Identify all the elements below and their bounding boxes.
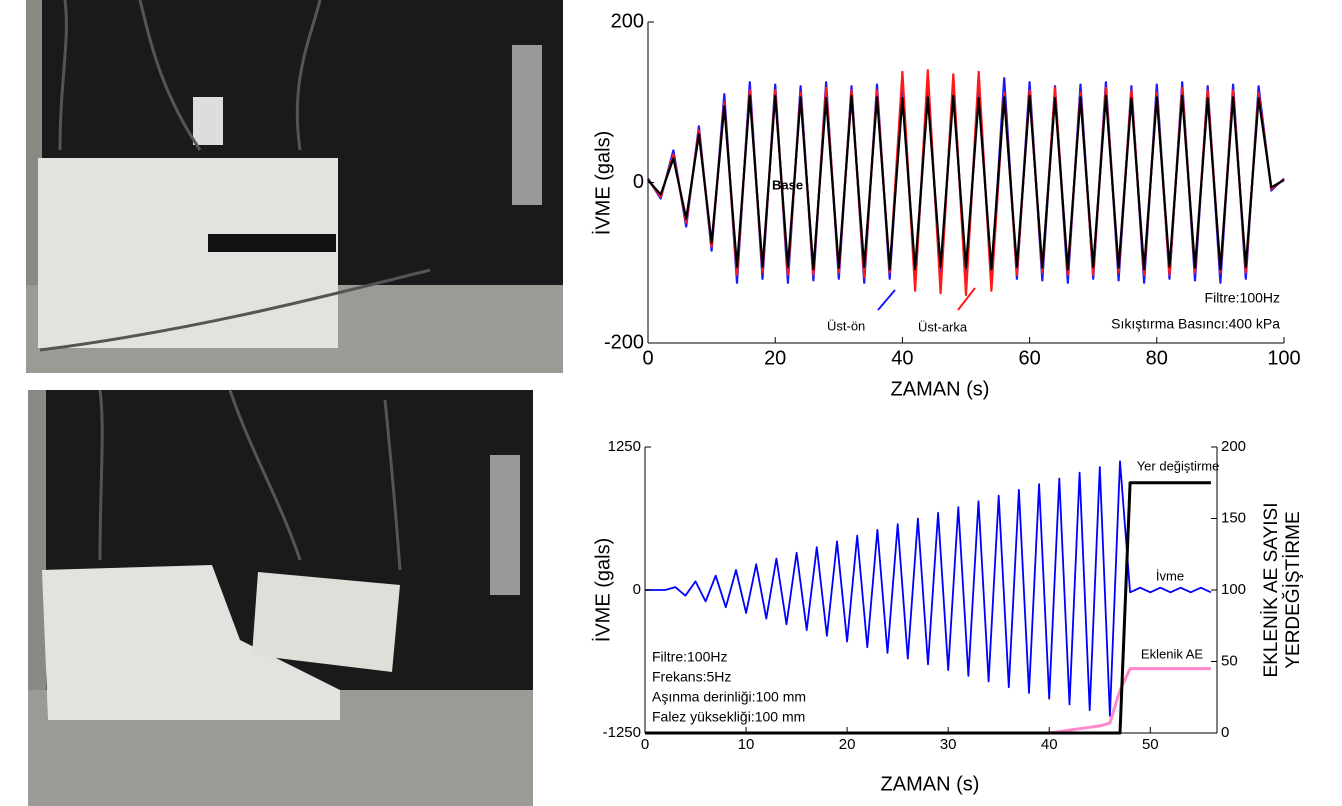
y2-tick-label: 0 — [1221, 724, 1229, 741]
photo-after — [28, 389, 533, 806]
x-tick-label: 0 — [641, 736, 649, 753]
annotation: Aşınma derinliği:100 mm — [652, 689, 806, 705]
chart: İvme Eklenik AE Yer değiştirme 0 10 20 30 40 50 -… — [591, 438, 1304, 795]
y2-tick-label: 100 — [1221, 581, 1246, 598]
series-label: Eklenik AE — [1141, 646, 1203, 661]
x-tick-label: 0 — [642, 347, 653, 369]
y-axis-label: İVME (gals) — [591, 131, 614, 235]
x-axis-label: ZAMAN (s) — [881, 773, 980, 795]
x-tick-label: 100 — [1267, 347, 1300, 369]
annotation: Frekans:5Hz — [652, 669, 731, 685]
y2-axis-label: YERDEĞİŞTİRME — [1282, 511, 1304, 668]
x-tick-label: 40 — [891, 347, 913, 369]
series-label: Üst-arka — [918, 319, 968, 334]
y-tick-label: -200 — [604, 331, 644, 353]
y-tick-label: 0 — [633, 171, 644, 193]
annotation: Falez yüksekliği:100 mm — [652, 709, 805, 725]
series-label: Üst-ön — [827, 318, 865, 333]
x-tick-label: 20 — [839, 736, 856, 753]
y2-tick-label: 200 — [1221, 438, 1246, 455]
annotation: Filtre:100Hz — [652, 649, 727, 665]
x-tick-label: 80 — [1146, 347, 1168, 369]
y-tick-label: -1250 — [603, 724, 641, 741]
series-line — [647, 94, 1285, 271]
x-axis-label: ZAMAN (s) — [891, 378, 990, 400]
y-tick-label: 0 — [633, 581, 641, 598]
y2-tick-label: 50 — [1221, 652, 1238, 669]
x-tick-label: 10 — [738, 736, 755, 753]
y-tick-label: 200 — [611, 10, 644, 32]
annotation: Filtre:100Hz — [1205, 290, 1280, 306]
x-tick-label: 60 — [1018, 347, 1040, 369]
y-axis-label: İVME (gals) — [591, 538, 614, 642]
series-label: İvme — [1156, 568, 1184, 583]
x-tick-label: 50 — [1142, 736, 1159, 753]
annotation: Sıkıştırma Basıncı:400 kPa — [1111, 316, 1280, 332]
photo-before — [26, 0, 563, 373]
y2-axis-label: EKLENİK AE SAYISI — [1261, 503, 1282, 678]
x-tick-label: 30 — [940, 736, 957, 753]
series-label: Base — [772, 177, 803, 192]
x-tick-label: 40 — [1041, 736, 1058, 753]
series-line — [645, 460, 1212, 717]
y-tick-label: 1250 — [608, 438, 641, 455]
x-tick-label: 20 — [764, 347, 786, 369]
series-label: Yer değiştirme — [1137, 458, 1220, 473]
y2-tick-label: 150 — [1221, 509, 1246, 526]
arrows — [877, 287, 976, 311]
